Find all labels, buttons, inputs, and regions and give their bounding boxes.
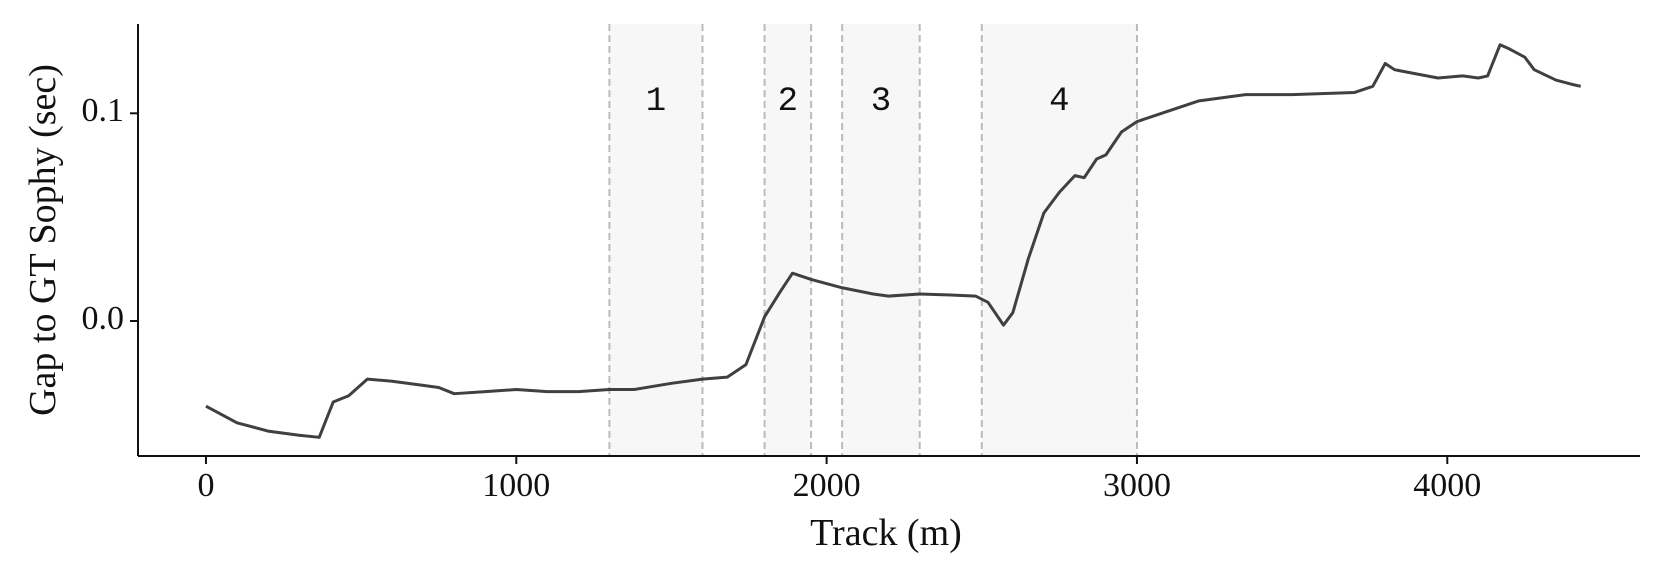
highlight-region — [981, 24, 1137, 456]
region-label: 2 — [778, 83, 798, 121]
region-label: 1 — [646, 83, 666, 121]
y-tick-label: 0.1 — [82, 92, 125, 129]
x-axis-label: Track (m) — [810, 512, 962, 554]
highlight-region — [842, 24, 920, 456]
highlight-region — [764, 24, 812, 456]
x-tick-label: 3000 — [1103, 467, 1171, 504]
y-tick-label: 0.0 — [82, 300, 125, 337]
region-label: 3 — [871, 83, 891, 121]
x-tick-label: 1000 — [482, 467, 550, 504]
x-tick-label: 2000 — [793, 467, 861, 504]
y-axis-label: Gap to GT Sophy (sec) — [22, 64, 64, 416]
region-label: 4 — [1049, 83, 1069, 121]
highlight-region — [609, 24, 703, 456]
data-line — [205, 43, 1582, 439]
x-tick-label: 0 — [197, 467, 214, 504]
x-tick-label: 4000 — [1413, 467, 1481, 504]
